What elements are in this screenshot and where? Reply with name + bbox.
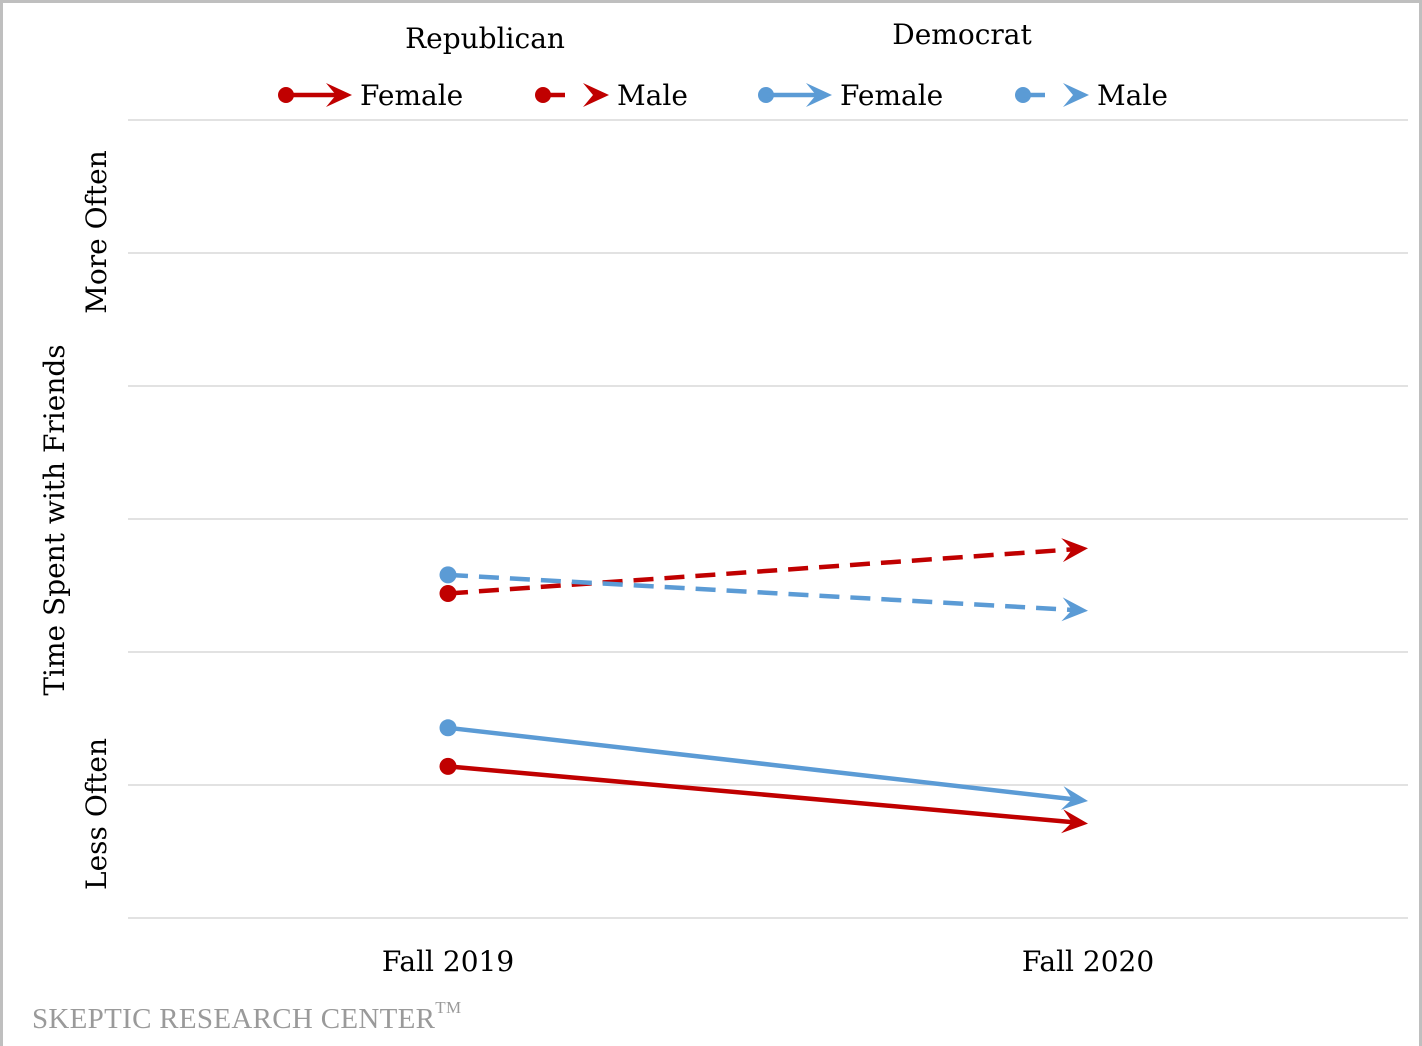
legend-group-republican: Republican xyxy=(405,22,565,55)
series-lines xyxy=(439,538,1088,834)
legend-democrat-female-arrow xyxy=(806,83,832,107)
watermark: SKEPTIC RESEARCH CENTERTM xyxy=(32,998,461,1036)
democrat-male-line xyxy=(447,572,1073,613)
democrat-male-start-point xyxy=(439,566,457,584)
republican-male-start-point xyxy=(439,584,457,602)
legend-democrat-female-label: Female xyxy=(840,79,943,112)
gridlines xyxy=(128,119,1408,919)
x-axis-ticks: Fall 2019 Fall 2020 xyxy=(382,945,1154,978)
democrat-female-start-point xyxy=(439,719,457,737)
republican-female-start-point xyxy=(439,757,457,775)
democrat-male-end-arrow xyxy=(1061,597,1088,622)
y-axis-label: Time Spent with Friends xyxy=(38,344,71,695)
legend-democrat-male-label: Male xyxy=(1097,79,1168,112)
legend-group-democrat: Democrat xyxy=(892,18,1032,51)
legend-republican-female-label: Female xyxy=(360,79,463,112)
legend: Republican Democrat Female Male Female Male xyxy=(278,18,1168,112)
republican-male-line xyxy=(447,547,1073,596)
watermark-text: SKEPTIC RESEARCH CENTER xyxy=(32,1003,436,1035)
legend-republican-male-arrow xyxy=(583,83,609,107)
legend-republican-male-label: Male xyxy=(617,79,688,112)
republican-male-end-arrow xyxy=(1061,538,1088,563)
democrat-female-end-arrow xyxy=(1060,786,1088,810)
legend-republican-female-arrow xyxy=(326,83,352,107)
x-tick-label: Fall 2020 xyxy=(1022,945,1154,978)
republican-female-end-arrow xyxy=(1061,809,1088,834)
republican-female-line xyxy=(447,764,1073,825)
y-annotation-low: Less Often xyxy=(80,738,113,890)
y-annotation-high: More Often xyxy=(80,150,113,314)
legend-democrat-male-arrow xyxy=(1063,83,1089,107)
trademark-mark: TM xyxy=(435,998,462,1017)
x-tick-label: Fall 2019 xyxy=(382,945,514,978)
democrat-female-line xyxy=(447,725,1073,802)
